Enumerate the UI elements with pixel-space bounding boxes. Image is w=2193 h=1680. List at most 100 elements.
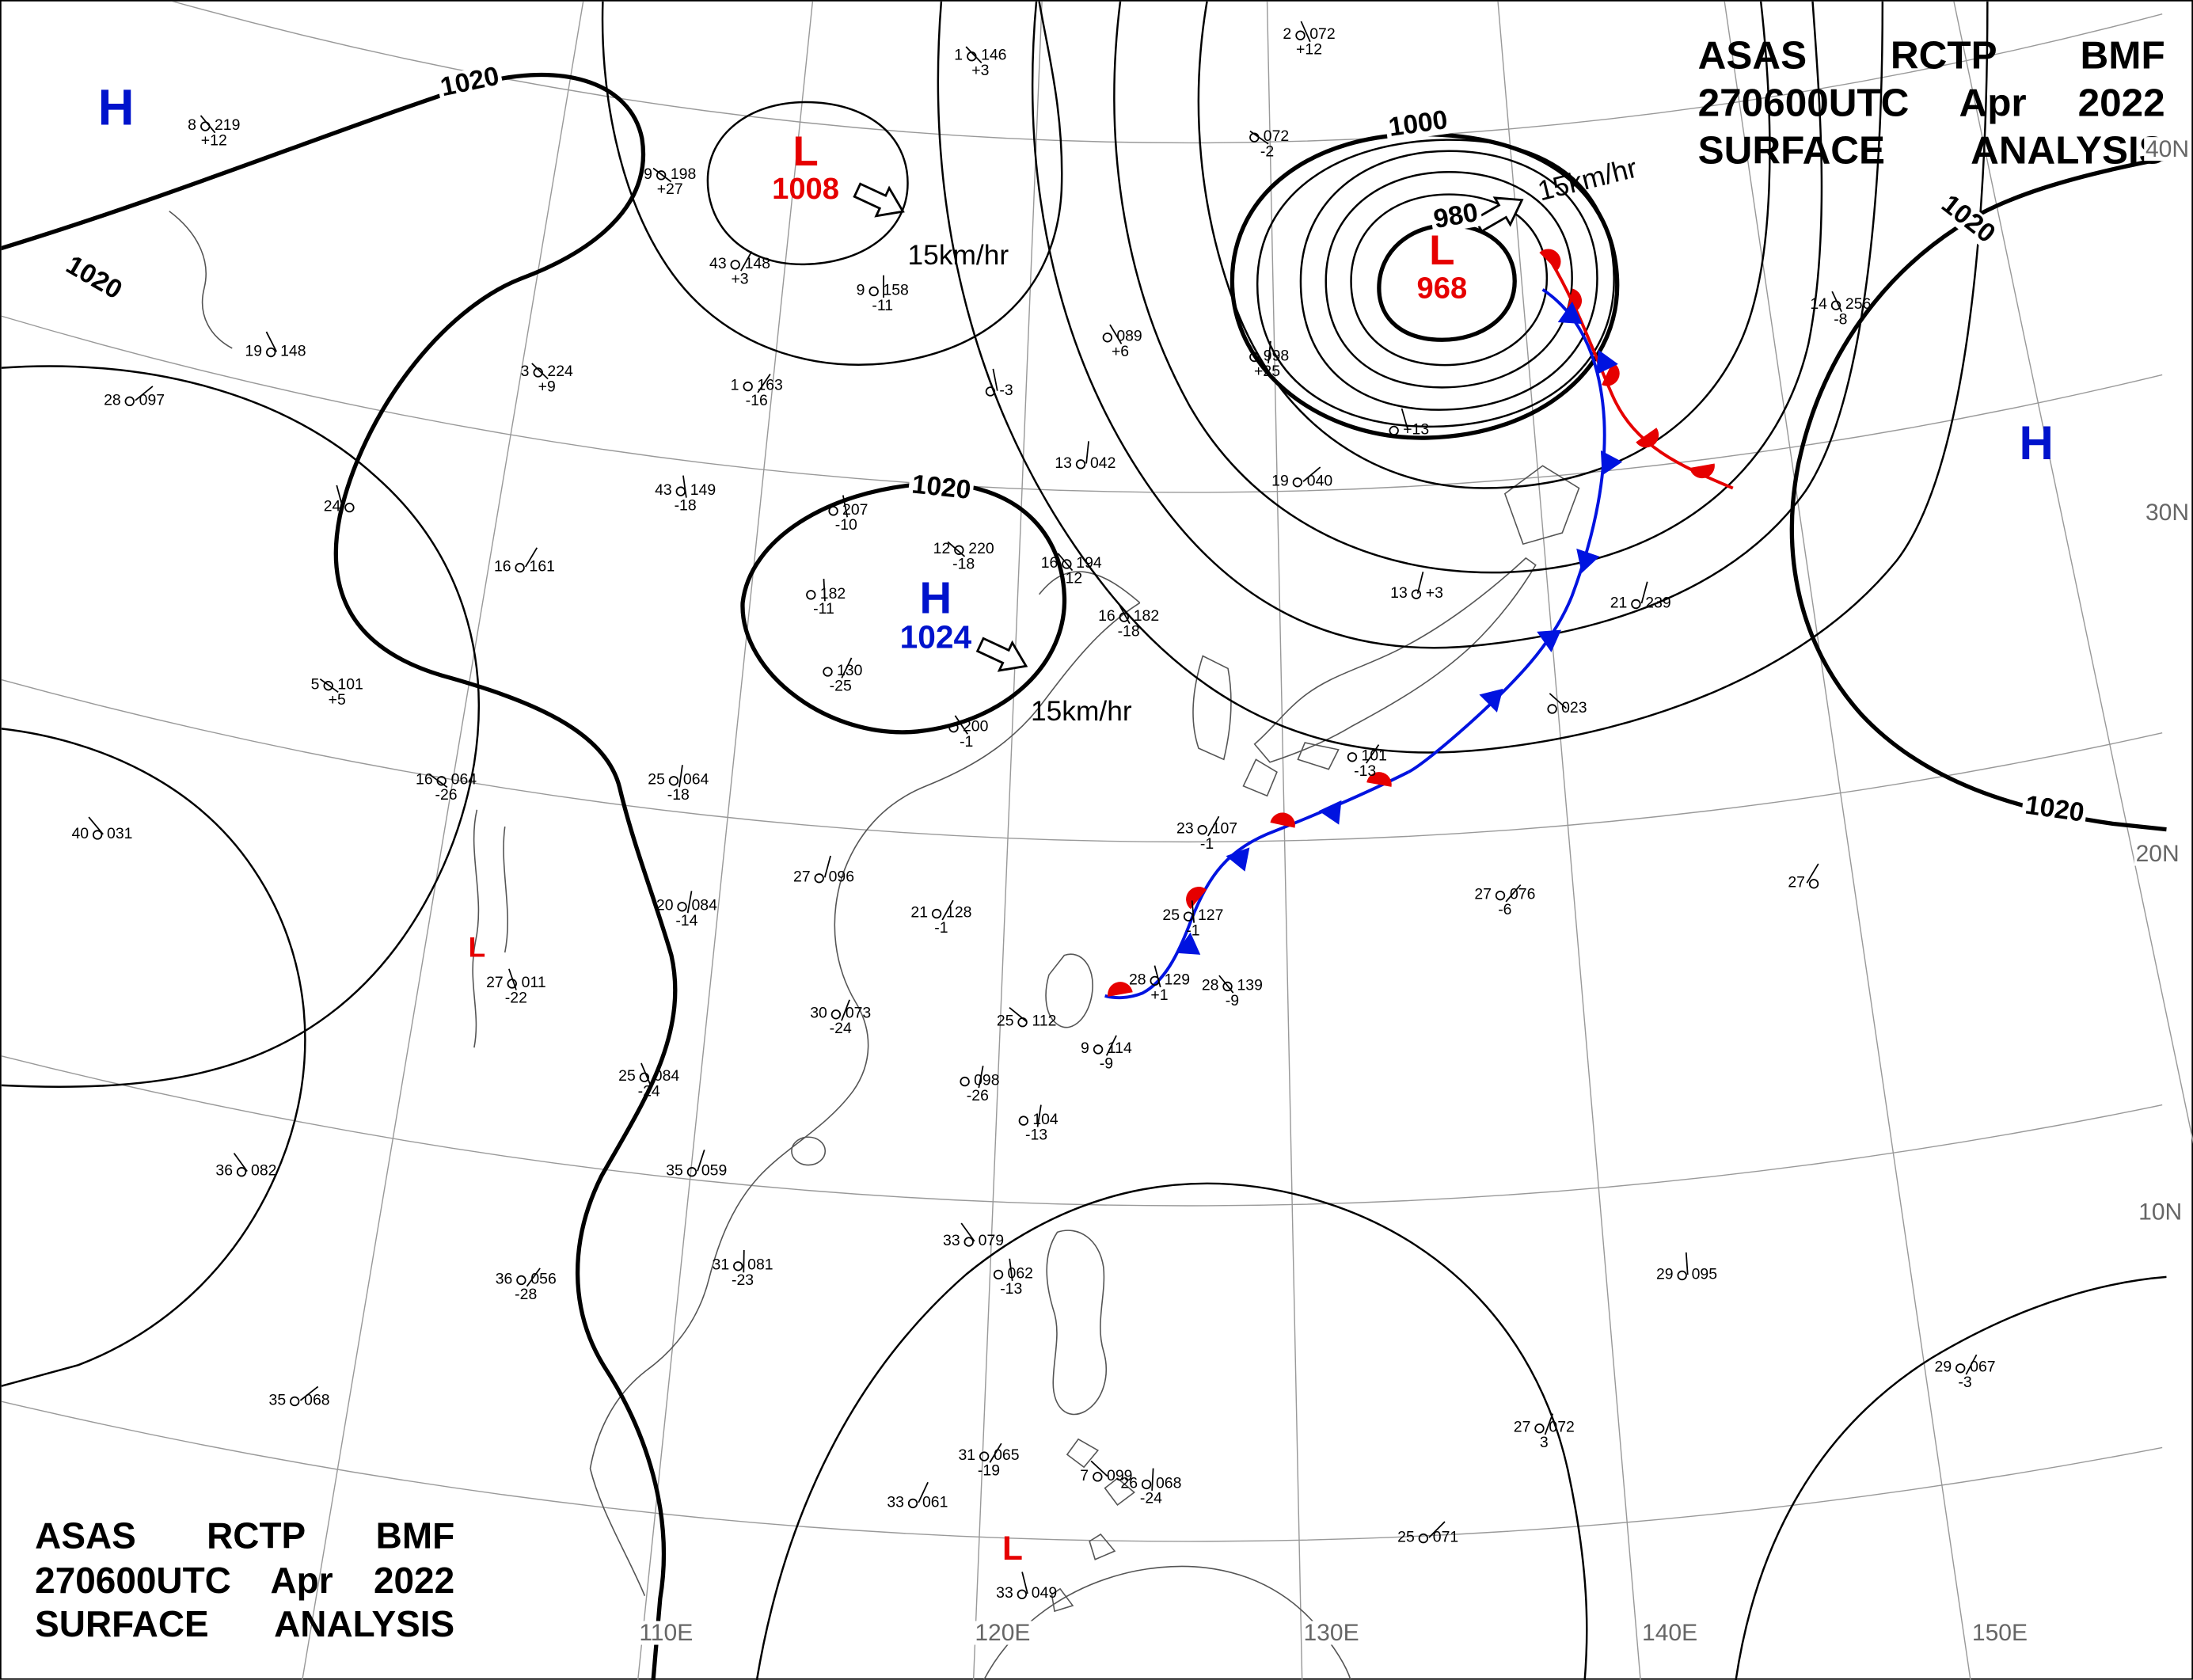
pressure-center-l-1008: L 1008 [772, 131, 840, 206]
station-plot: 31 065 -19 [958, 1442, 1020, 1480]
pressure-center-h: H [98, 82, 135, 133]
station-plot: 28 097 [104, 386, 165, 409]
station-circle-icon [932, 908, 942, 919]
station-plot: 27 011 -22 [486, 968, 546, 1007]
station-circle-icon [743, 381, 754, 392]
station-plot: 19 148 [245, 331, 306, 359]
station-plot: 207 -10 [824, 495, 868, 534]
station-plot: 33 049 [996, 1572, 1057, 1602]
station-circle-icon [733, 1261, 743, 1271]
station-circle-icon [963, 1237, 975, 1247]
station-circle-icon [93, 830, 103, 840]
station-circle-icon [687, 1167, 697, 1177]
longitude-label: 140E [1640, 1619, 1699, 1647]
longitude-label: 110E [637, 1619, 695, 1647]
station-plot: 9 114 -9 [1081, 1035, 1132, 1073]
pressure-symbol: H [919, 572, 952, 623]
station-plot: 43 149 -18 [655, 475, 716, 515]
station-plot: 101 -13 [1344, 743, 1387, 781]
station-plot: 24 [324, 485, 359, 515]
station-circle-icon [266, 347, 276, 358]
station-circle-icon [1093, 1472, 1103, 1482]
station-circle-icon [908, 1498, 918, 1509]
station-circle-icon [1809, 879, 1819, 889]
isobar-label: 1020 [1934, 188, 2002, 250]
station-circle-icon [677, 902, 688, 912]
station-plot: 29 067 -3 [1935, 1354, 1996, 1392]
wind-barb-icon [743, 1249, 745, 1273]
station-circle-icon [1419, 1533, 1429, 1544]
station-plot: 8 219 +12 [188, 114, 240, 150]
station-circle-icon [948, 722, 959, 733]
station-plot: 16 182 -18 [1098, 603, 1159, 640]
station-plot: 25 071 [1397, 1521, 1458, 1545]
station-plot: 27 096 [793, 855, 854, 886]
station-plot: 25 084 -24 [618, 1062, 679, 1100]
station-plot: 7 099 [1080, 1460, 1132, 1484]
wind-barb-icon [882, 275, 885, 298]
pressure-value: 968 [1416, 270, 1468, 306]
station-circle-icon [985, 386, 996, 397]
pressure-center-l: L [1002, 1533, 1023, 1566]
chart-title-top-right: ASAS RCTP BMF 270600UTC Apr 2022 SURFACE… [1698, 32, 2165, 176]
station-plot: 20 084 -14 [656, 891, 717, 930]
pressure-value: 1008 [772, 170, 840, 206]
station-plot: 16 161 [494, 547, 555, 575]
station-circle-icon [1347, 752, 1358, 762]
station-circle-icon [237, 1167, 247, 1177]
station-plot: 13 042 [1055, 441, 1116, 472]
station-circle-icon [806, 590, 816, 600]
station-circle-icon [993, 1269, 1004, 1280]
cold-front [1408, 288, 1623, 773]
station-plot: 27 072 3 [1514, 1413, 1575, 1452]
station-plot: 16 064 -26 [416, 771, 477, 804]
station-plot: 30 073 -24 [810, 999, 871, 1038]
chart-title-bottom-left: ASAS RCTP BMF 270600UTC Apr 2022 SURFACE… [35, 1515, 454, 1648]
station-plot: 3 224 +9 [520, 362, 573, 396]
station-circle-icon [954, 545, 964, 555]
station-plot: 098 -26 [956, 1065, 1000, 1104]
latitude-label: 30N [2144, 499, 2191, 526]
station-circle-icon [1142, 1479, 1152, 1490]
station-plot: 16 194 -12 [1041, 552, 1102, 587]
station-circle-icon [1955, 1363, 1966, 1374]
station-plot: 25 112 [997, 1006, 1056, 1029]
pressure-symbol: L [792, 128, 819, 176]
station-circle-icon [1631, 599, 1642, 610]
station-circle-icon [1389, 425, 1399, 436]
movement-arrow-icons [853, 182, 1524, 672]
station-plot: 25 127 -1 [1162, 900, 1223, 940]
warm-front [1539, 249, 1734, 490]
isobar-label: 1020 [59, 250, 129, 306]
station-circle-icon [1677, 1270, 1688, 1281]
station-circle-icon [1018, 1116, 1029, 1126]
station-plot: 072 -2 [1245, 129, 1289, 161]
station-circle-icon [960, 1076, 970, 1087]
latitude-label: 40N [2144, 135, 2191, 162]
station-circle-icon [516, 1275, 527, 1286]
pressure-center-h: H [2019, 420, 2053, 467]
movement-speed-label: 15km/hr [1030, 696, 1132, 728]
latitude-label: 10N [2137, 1198, 2183, 1226]
station-plot: 40 031 [71, 816, 132, 842]
station-circle-icon [868, 286, 880, 297]
title-line-2: 270600UTC Apr 2022 [1697, 81, 2165, 125]
station-plot: 25 064 -18 [648, 764, 709, 804]
station-plot: 35 068 [269, 1385, 330, 1408]
station-circle-icon [1222, 981, 1233, 992]
station-plot: 12 220 -18 [933, 541, 994, 573]
station-plot: 104 -13 [1014, 1104, 1058, 1144]
pressure-symbol: H [97, 78, 135, 136]
station-circle-icon [814, 873, 825, 884]
station-circle-icon [1249, 352, 1260, 363]
station-plot: 998 +25 [1245, 340, 1289, 380]
station-circle-icon [823, 667, 833, 677]
station-plot: 27 [1788, 863, 1823, 891]
station-circle-icon [1062, 559, 1073, 569]
station-circle-icon [831, 1009, 842, 1020]
pressure-symbol: L [1429, 228, 1455, 275]
